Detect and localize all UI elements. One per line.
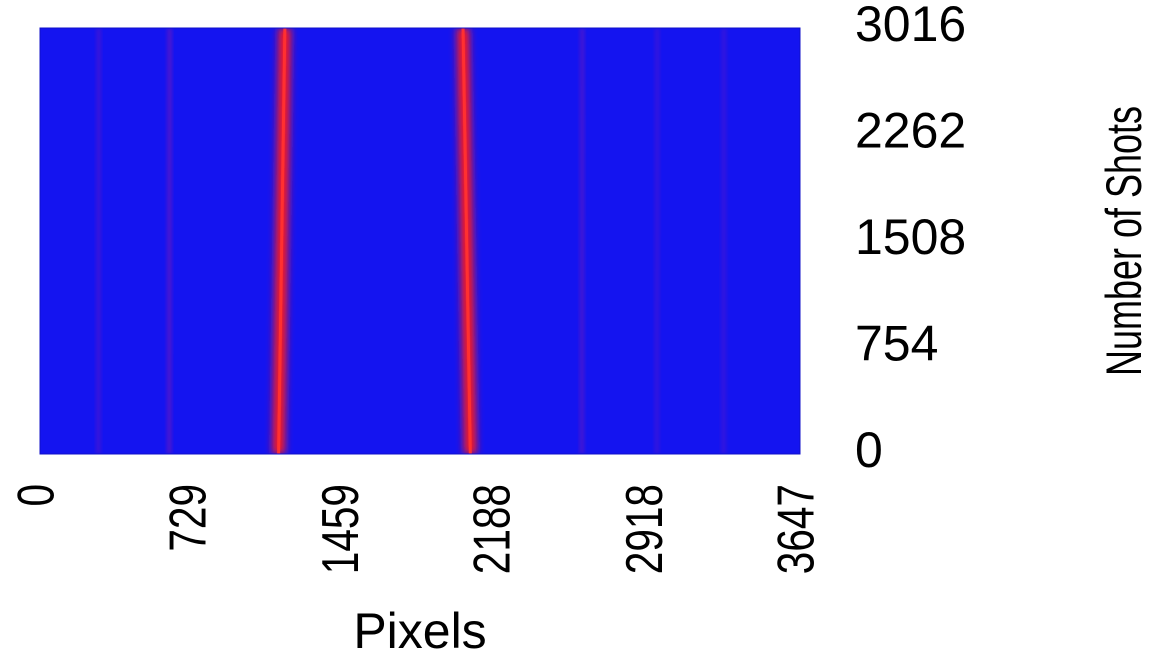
x-tick-label: 729 xyxy=(159,484,217,552)
heatmap-band-6 xyxy=(721,28,726,454)
y-tick-label: 1508 xyxy=(855,209,966,265)
y-tick-label: 3016 xyxy=(855,0,966,52)
heatmap-band-core-2 xyxy=(277,28,287,454)
y-axis-label: Number of Shots xyxy=(1097,106,1152,376)
heatmap-band-core-3 xyxy=(461,28,472,454)
x-tick-label: 3647 xyxy=(767,484,825,574)
x-tick-label: 0 xyxy=(7,484,65,507)
y-axis-ticks: 0 754 1508 2262 3016 xyxy=(855,0,966,478)
plot-area xyxy=(40,28,800,454)
heatmap-band-5 xyxy=(654,28,660,454)
heatmap-band-0 xyxy=(96,28,101,454)
x-axis-ticks: 0 729 1459 2188 2918 3647 xyxy=(7,484,825,574)
heatmap-band-4 xyxy=(579,28,585,454)
x-axis-label: Pixels xyxy=(353,603,486,655)
heatmap-bands xyxy=(96,28,726,454)
y-tick-label: 0 xyxy=(855,422,883,478)
plot-frame xyxy=(39,27,801,455)
y-tick-label: 2262 xyxy=(855,103,966,159)
x-tick-label: 1459 xyxy=(311,484,369,574)
y-tick-label: 754 xyxy=(855,316,938,372)
x-tick-label: 2188 xyxy=(463,484,521,574)
x-tick-label: 2918 xyxy=(615,484,673,574)
heatmap-band-1 xyxy=(167,28,172,454)
